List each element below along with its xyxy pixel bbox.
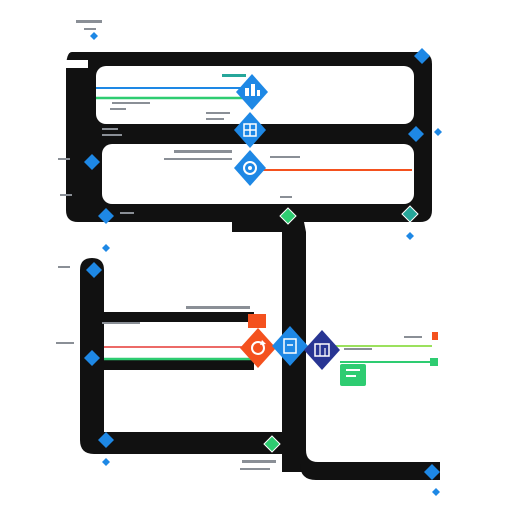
lower-track-left (80, 258, 282, 454)
grid-icon (243, 123, 257, 137)
lower-inner-bar-2 (104, 360, 254, 370)
diamond-icon[interactable] (408, 126, 424, 142)
diamond-icon[interactable] (401, 205, 419, 223)
diamond-icon[interactable] (414, 48, 430, 64)
diamond-icon[interactable] (98, 208, 114, 224)
bar-chart-icon (314, 343, 330, 357)
diamond-icon[interactable] (84, 350, 100, 366)
hub-node-top[interactable] (236, 74, 268, 110)
tag-icon (346, 369, 360, 377)
upper-connector-bar (232, 222, 304, 232)
orange-node-link (248, 314, 266, 328)
diamond-icon[interactable] (279, 207, 297, 225)
diamond-icon[interactable] (102, 458, 110, 466)
gear-icon (243, 161, 257, 175)
illegible-labels (56, 20, 422, 470)
junction-navy[interactable] (304, 330, 340, 370)
route-end-cap-2 (430, 358, 438, 366)
diamond-icon[interactable] (84, 154, 100, 170)
diamond-icon[interactable] (86, 262, 102, 278)
green-tag[interactable] (340, 364, 366, 386)
diamond-icon[interactable] (434, 128, 442, 136)
diamond-icon[interactable] (263, 435, 281, 453)
hub-node-mid[interactable] (234, 112, 266, 148)
junction-orange[interactable] (240, 328, 276, 368)
hub-node-low[interactable] (234, 150, 266, 186)
refresh-icon (251, 340, 266, 355)
chart-icon (245, 84, 260, 96)
diamond-icon[interactable] (432, 488, 440, 496)
diamond-icon[interactable] (98, 432, 114, 448)
lower-inner-bar (104, 312, 254, 322)
diamond-icon[interactable] (406, 232, 414, 240)
diamond-icon[interactable] (102, 244, 110, 252)
diamond-icon[interactable] (424, 464, 440, 480)
junction-blue[interactable] (272, 326, 308, 366)
upper-left-notch (66, 60, 88, 68)
route-end-cap-1 (432, 332, 438, 340)
diamond-icon[interactable] (90, 32, 98, 40)
clipboard-icon (283, 338, 297, 354)
